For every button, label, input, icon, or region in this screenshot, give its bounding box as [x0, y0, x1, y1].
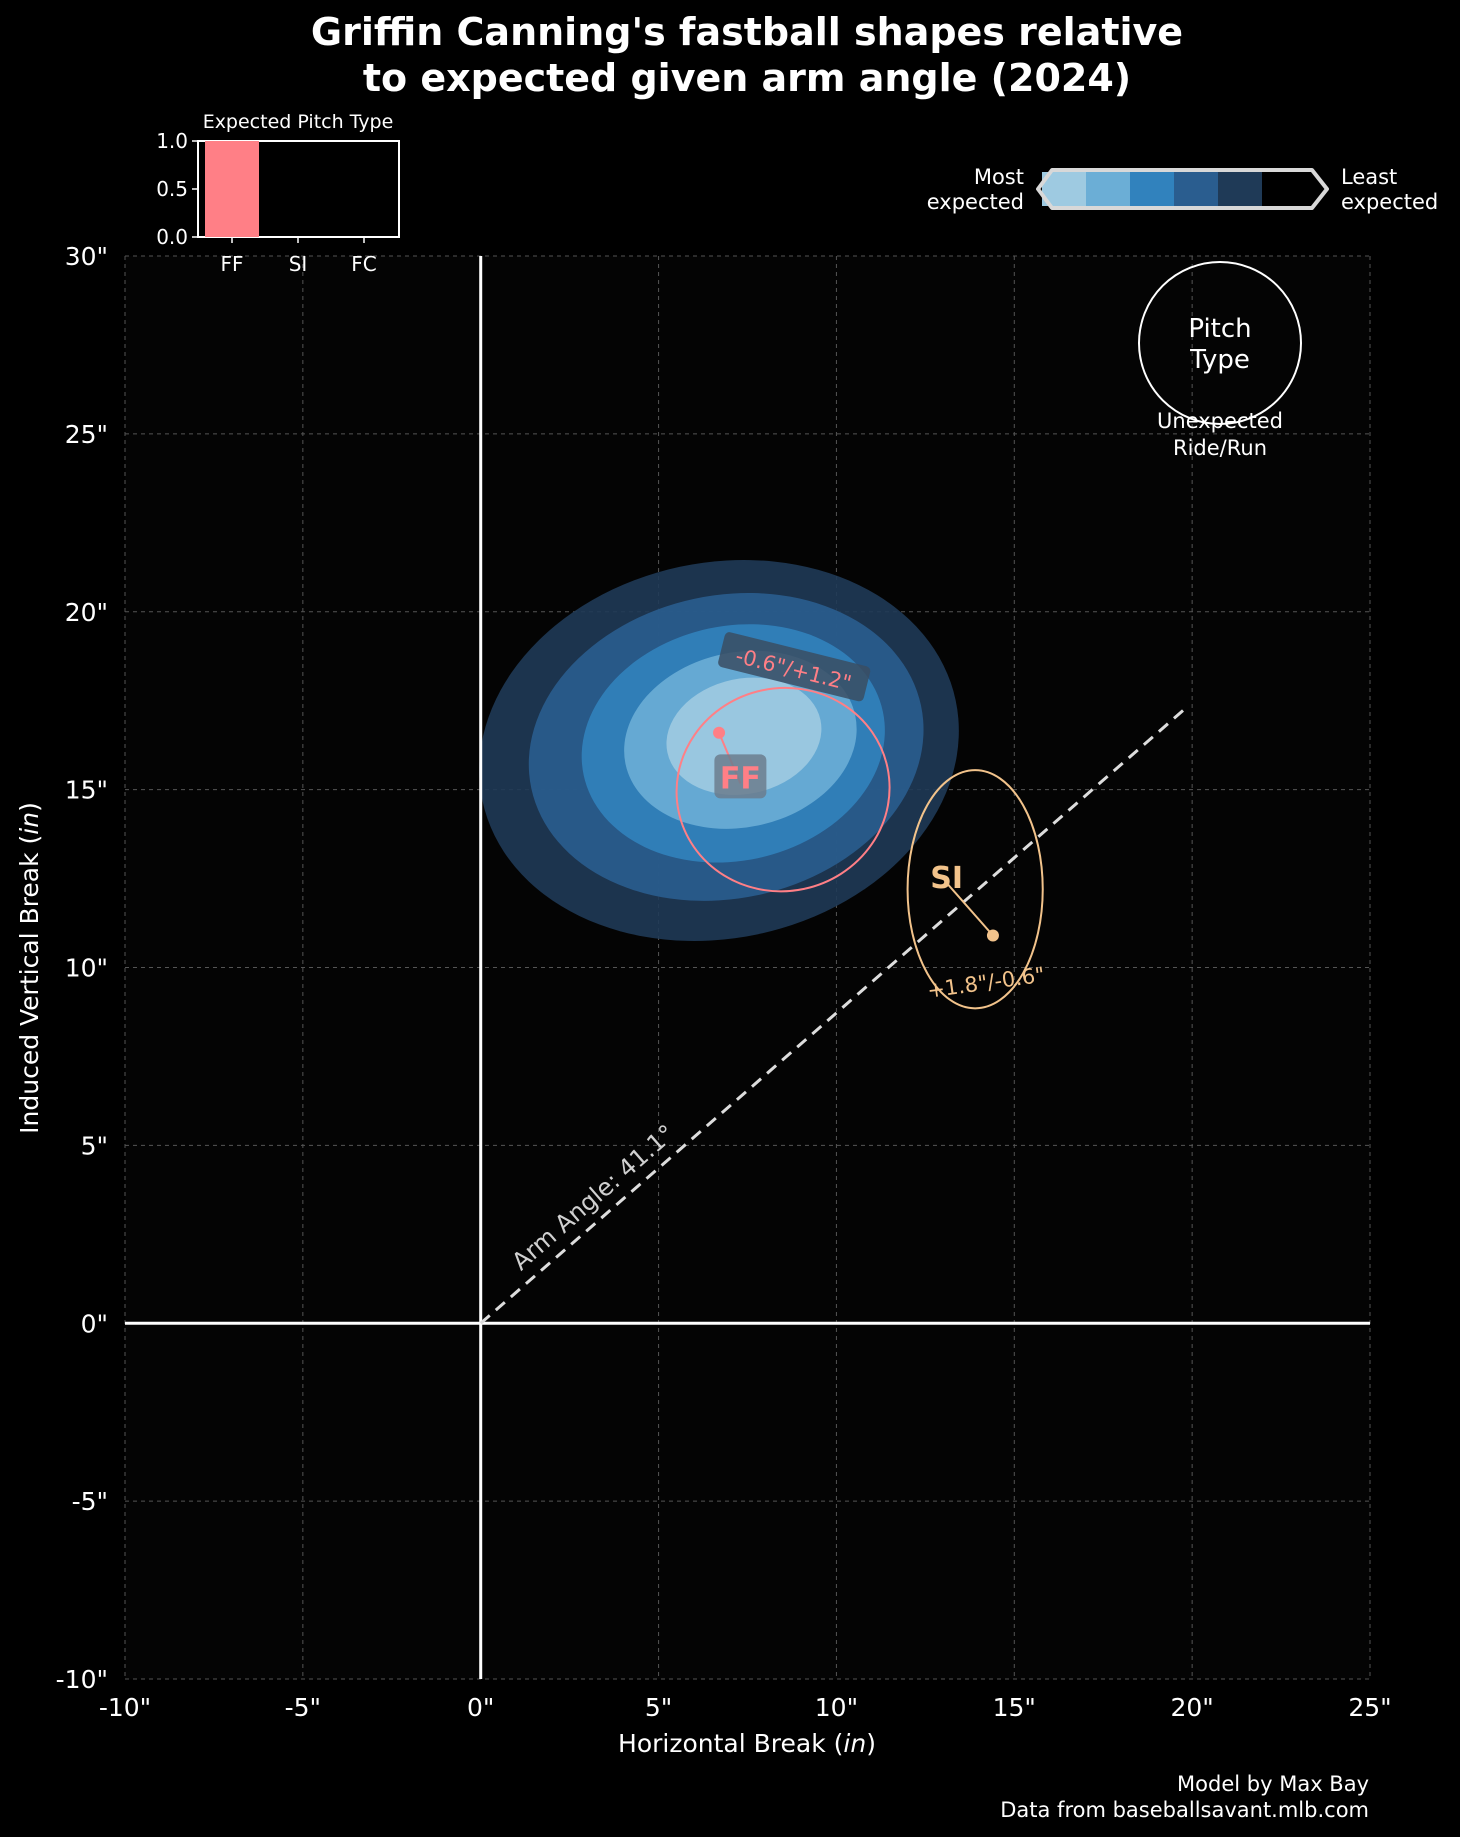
colorbar-cell-2 — [1130, 172, 1175, 206]
inset-x-tick-label: SI — [289, 252, 308, 276]
y-tick-label: 0" — [81, 1309, 108, 1338]
zero-axes — [125, 256, 1370, 1679]
colorbar-cell-5 — [1262, 172, 1307, 206]
colorbar-cells — [1042, 172, 1307, 206]
colorbar-left-label-2: expected — [927, 190, 1024, 214]
pitch-diff-box-ff — [718, 632, 871, 702]
plot-area: Arm Angle: 41.1° FF-0.6"/+1.2"SI+1.8"/-0… — [124, 255, 1371, 1680]
inset-bar-ff — [205, 141, 259, 237]
y-tick-label: 30" — [65, 242, 108, 271]
x-tick-label: 20" — [1170, 1693, 1213, 1722]
y-axis-title-text: Induced Vertical Break — [15, 852, 44, 1134]
x-tick-label: -5" — [285, 1693, 321, 1722]
colorbar-left-label-1: Most — [974, 165, 1024, 189]
pitch-label-box-ff — [714, 754, 767, 799]
x-tick-label: 25" — [1348, 1693, 1391, 1722]
chart-title-line-1: Griffin Canning's fastball shapes relati… — [311, 10, 1183, 54]
plot-background — [125, 256, 1370, 1679]
colorbar-right-label-2: expected — [1341, 190, 1438, 214]
colorbar-cell-4 — [1218, 172, 1263, 206]
x-axis-title-text: Horizontal Break — [618, 1729, 826, 1758]
y-tick-label: 15" — [65, 776, 108, 805]
credit-data: Data from baseballsavant.mlb.com — [1000, 1798, 1369, 1822]
colorbar-outline — [1036, 168, 1329, 210]
legend-key-below-line-2: Ride/Run — [1173, 436, 1267, 460]
pitch-point-si — [986, 929, 999, 942]
y-tick-label: -10" — [56, 1665, 108, 1694]
colorbar-cell-3 — [1174, 172, 1219, 206]
pitch-label-si: SI — [930, 861, 963, 896]
chart-title-line-2: to expected given arm angle (2024) — [363, 56, 1131, 100]
x-tick-label: 15" — [993, 1693, 1036, 1722]
pitch-ff: FF-0.6"/+1.2" — [675, 632, 891, 893]
contour-level-1 — [666, 677, 822, 795]
inset-title: Expected Pitch Type — [203, 111, 394, 133]
credit-model: Model by Max Bay — [1177, 1772, 1369, 1796]
y-axis-ticks: -10" -5" 0" 5" 10" 15" 20" 25" 30" — [56, 242, 108, 1694]
inset-expected-pitch-type: Expected Pitch Type 0.0 0.5 1.0 FF SI FC — [156, 111, 400, 276]
x-tick-label: 5" — [645, 1693, 672, 1722]
legend-key-circle-line-2: Type — [1189, 345, 1250, 375]
pitch-offset-line-si — [945, 882, 994, 937]
x-axis-title: Horizontal Break (in) — [618, 1729, 876, 1758]
y-tick-label: 25" — [65, 420, 108, 449]
y-axis-title-unit: in — [15, 812, 44, 835]
inset-x-tick-label: FF — [220, 252, 243, 276]
inset-x-ticks: FF SI FC — [220, 237, 377, 276]
inset-x-tick-label: FC — [351, 252, 376, 276]
y-tick-label: 20" — [65, 598, 108, 627]
x-axis-ticks: -10" -5" 0" 5" 10" 15" 20" 25" — [99, 1693, 1392, 1722]
inset-y-tick-label: 0.5 — [156, 177, 188, 201]
y-tick-label: 10" — [65, 954, 108, 983]
inset-bars — [205, 141, 259, 237]
colorbar-right-label-1: Least — [1341, 165, 1397, 189]
pitch-point-ff — [713, 726, 726, 739]
inset-y-tick-label: 1.0 — [156, 129, 188, 153]
x-tick-label: -10" — [99, 1693, 151, 1722]
expectedness-colorbar: Most expected Least expected — [927, 165, 1439, 214]
inset-y-tick-label: 0.0 — [156, 225, 188, 249]
legend-key-circle-line-1: Pitch — [1188, 314, 1251, 344]
x-axis-title-unit: in — [843, 1729, 866, 1758]
pitch-ellipse-ff — [675, 686, 891, 893]
legend-key-circle — [1138, 261, 1302, 425]
y-tick-label: 5" — [81, 1131, 108, 1160]
colorbar-cell-0 — [1042, 172, 1087, 206]
pitch-ellipse-si — [906, 769, 1044, 1010]
x-tick-label: 0" — [467, 1693, 494, 1722]
arm-angle-line — [479, 707, 1187, 1325]
y-tick-label: -5" — [72, 1487, 108, 1516]
colorbar-cell-1 — [1086, 172, 1131, 206]
x-tick-label: 10" — [815, 1693, 858, 1722]
pitch-label-ff: FF — [720, 761, 761, 796]
y-axis-title: Induced Vertical Break (in) — [15, 802, 44, 1134]
inset-y-ticks: 0.0 0.5 1.0 — [156, 129, 198, 249]
legend-key-below-line-1: Unexpected — [1157, 409, 1283, 433]
pitch-type-legend-key: Pitch Type Unexpected Ride/Run — [1138, 261, 1302, 460]
